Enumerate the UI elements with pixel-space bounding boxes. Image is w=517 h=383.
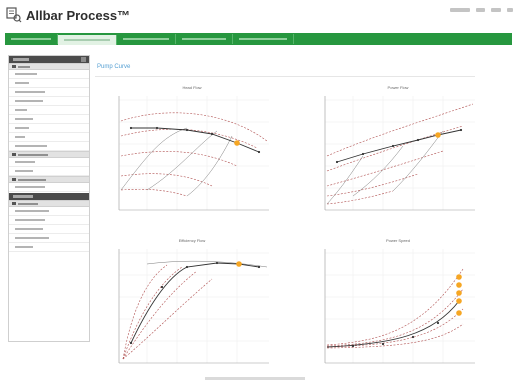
sidebar-item[interactable] [9, 106, 89, 115]
nav-tab-label [11, 38, 51, 40]
sidebar-item-label [15, 109, 27, 111]
header-link[interactable] [507, 8, 513, 12]
sidebar-item[interactable] [9, 142, 89, 151]
sidebar-group[interactable] [9, 176, 89, 183]
power-speed-chart: Power Speed [313, 238, 483, 371]
nav-tab[interactable] [117, 34, 176, 44]
sidebar-item[interactable] [9, 133, 89, 142]
header-links [450, 8, 513, 12]
sidebar-item-label [15, 219, 45, 221]
power-speed-plot [324, 249, 475, 364]
header-link[interactable] [476, 8, 485, 12]
chart-title: Head Flow [182, 85, 202, 90]
sidebar-item[interactable] [9, 70, 89, 79]
sidebar-item[interactable] [9, 97, 89, 106]
nav-tab-label [64, 39, 110, 41]
chart-title: Power Flow [387, 85, 409, 90]
sidebar-item-label [15, 100, 43, 102]
app-logo-icon [6, 7, 22, 23]
header-link[interactable] [491, 8, 501, 12]
chart-title: Efficiency Flow [178, 238, 206, 243]
nav-tab-label [123, 38, 169, 40]
sidebar-group-label [18, 154, 48, 156]
sidebar-item-label [15, 82, 29, 84]
sidebar-group-label [18, 179, 46, 181]
sidebar-item[interactable] [9, 225, 89, 234]
sidebar-item[interactable] [9, 243, 89, 252]
sidebar-item-label [15, 186, 45, 188]
folder-icon [12, 202, 16, 205]
sidebar-header-label [13, 195, 33, 198]
head-flow-chart: Head Flow [107, 85, 277, 218]
folder-icon [12, 65, 16, 68]
efficiency-flow-chart: Efficiency Flow [107, 238, 277, 371]
sidebar-item-label [15, 228, 43, 230]
sidebar-group-label [18, 66, 30, 68]
nav-tab[interactable] [5, 34, 58, 44]
sidebar-item-label [15, 246, 33, 248]
sidebar-header[interactable] [9, 56, 89, 63]
sidebar-item-label [15, 161, 35, 163]
nav-tab-label [182, 38, 226, 40]
header-link[interactable] [450, 8, 470, 12]
sidebar-item[interactable] [9, 167, 89, 176]
power-flow-plot [324, 96, 475, 211]
app-header: Allbar Process™ [0, 0, 517, 30]
nav-tab-label [239, 38, 287, 40]
sidebar-item[interactable] [9, 207, 89, 216]
sidebar-item-label [15, 127, 29, 129]
efficiency-flow-plot [118, 249, 269, 364]
divider [95, 76, 475, 77]
sidebar-group-label [18, 203, 38, 205]
sidebar-group[interactable] [9, 151, 89, 158]
sidebar-header-label [13, 58, 29, 61]
sidebar-item-label [15, 118, 33, 120]
main-nav-bar [5, 33, 512, 45]
sidebar-item[interactable] [9, 115, 89, 124]
sidebar-item-label [15, 91, 45, 93]
sidebar-item[interactable] [9, 79, 89, 88]
sidebar-item-label [15, 136, 25, 138]
footer-text [205, 377, 305, 380]
sidebar-item-label [15, 145, 47, 147]
sidebar-item[interactable] [9, 158, 89, 167]
sidebar-item-label [15, 170, 33, 172]
nav-tab[interactable] [176, 34, 233, 44]
nav-tab-active[interactable] [58, 35, 117, 45]
sidebar-item[interactable] [9, 88, 89, 97]
folder-icon [12, 178, 16, 181]
collapse-icon[interactable] [81, 57, 86, 62]
chart-title: Power Speed [385, 238, 410, 243]
nav-tab[interactable] [233, 34, 294, 44]
power-flow-chart: Power Flow [313, 85, 483, 218]
sidebar [8, 55, 90, 342]
folder-icon [12, 153, 16, 156]
sidebar-item[interactable] [9, 124, 89, 133]
sidebar-item-label [15, 73, 37, 75]
sidebar-item[interactable] [9, 216, 89, 225]
sidebar-group[interactable] [9, 63, 89, 70]
sidebar-item[interactable] [9, 234, 89, 243]
sidebar-group[interactable] [9, 200, 89, 207]
head-flow-plot [118, 96, 269, 211]
sidebar-item-label [15, 237, 49, 239]
page-title: Pump Curve [97, 64, 131, 70]
sidebar-item[interactable] [9, 183, 89, 192]
sidebar-item-label [15, 210, 49, 212]
app-title: Allbar Process™ [26, 8, 131, 23]
sidebar-section-header[interactable] [9, 193, 89, 200]
